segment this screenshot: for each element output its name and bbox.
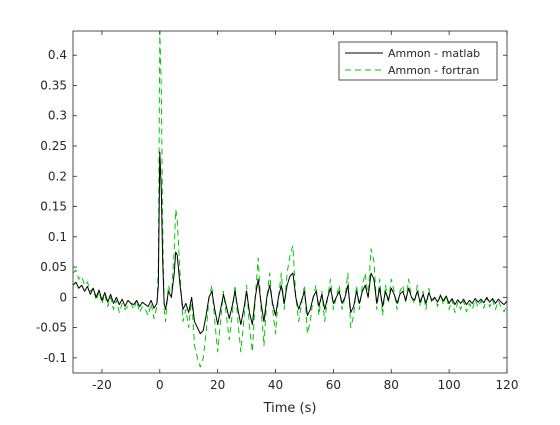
y-tick-label: 0.3 [48,109,67,123]
legend-label-fortran: Ammon - fortran [388,64,479,77]
y-tick-label: -0.05 [36,321,67,335]
y-tick-label: 0 [59,290,67,304]
x-tick-label: 0 [156,378,164,392]
y-tick-label: 0.4 [48,48,67,62]
x-tick-label: 80 [384,378,399,392]
y-tick-label: 0.2 [48,169,67,183]
series-layer [73,31,507,368]
y-tick-label: 0.1 [48,230,67,244]
y-tick-label: -0.1 [44,351,67,365]
series-line-matlab [73,151,507,335]
plot-area-background [73,31,507,373]
axes-box [72,30,508,374]
legend-label-matlab: Ammon - matlab [388,47,480,60]
x-tick-label: 120 [496,378,519,392]
y-tick-label: 0.25 [40,139,67,153]
axes-layer: -20 0 20 40 60 80 100 120 -0.1 -0.05 0 0.05 0.1 0.15 0… [36,30,519,392]
y-tick-label: 0.35 [40,78,67,92]
legend: Ammon - matlab Ammon - fortran [338,41,498,81]
legend-box [338,41,498,81]
x-tick-label: -20 [92,378,112,392]
x-axis-label: Time (s) [263,401,317,416]
y-tick-label: 0.05 [40,260,67,274]
y-tick-label: 0.15 [40,200,67,214]
series-line-fortran [73,31,507,368]
x-tick-label: 60 [326,378,341,392]
x-tick-label: 20 [210,378,225,392]
x-tick-label: 40 [268,378,283,392]
x-tick-label: 100 [438,378,461,392]
